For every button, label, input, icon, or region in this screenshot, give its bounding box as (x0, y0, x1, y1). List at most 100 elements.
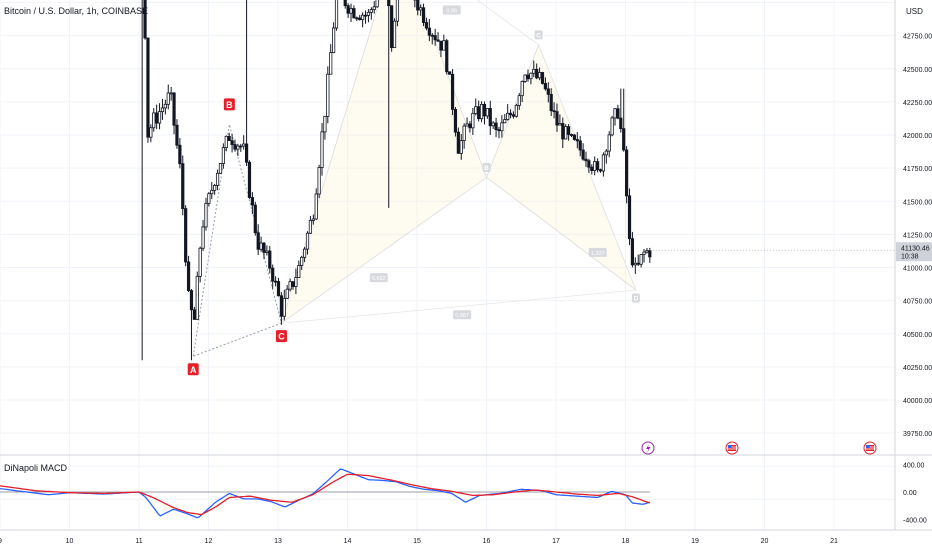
candle-body (543, 83, 547, 90)
candle-body (456, 131, 460, 154)
price-tick-label: 41750.00 (903, 166, 932, 173)
pattern-point-badge (482, 162, 491, 172)
candle-body (146, 37, 150, 138)
candle-body (462, 125, 466, 141)
candle-body (439, 40, 443, 51)
candle-body (221, 147, 225, 164)
candle-body (523, 74, 527, 82)
candle-body (485, 108, 489, 117)
candle-body (256, 232, 260, 250)
candle-body (242, 143, 246, 147)
candle-body (584, 158, 588, 162)
candle-body (224, 135, 228, 148)
candle-body (157, 111, 162, 124)
candle-body (352, 8, 356, 19)
price-tick-label: 39750.00 (903, 431, 932, 438)
candle-body (227, 135, 231, 142)
candle-body (561, 123, 565, 140)
pattern-point-label: B (226, 100, 233, 110)
price-tick-label: 42000.00 (903, 133, 932, 140)
candle-body (535, 68, 539, 79)
price-tick-label: 40250.00 (903, 365, 932, 372)
candle-body (213, 185, 217, 191)
candle-body (575, 139, 579, 142)
candle-body (500, 122, 504, 132)
flash-glyph (646, 444, 651, 453)
candle-body (613, 108, 617, 119)
candle-body (166, 92, 170, 105)
us-flag-icon (725, 441, 739, 455)
price-tick-label: 40000.00 (903, 398, 932, 405)
pattern-point-label: B (484, 165, 489, 172)
chart-title: Bitcoin / U.S. Dollar, 1h, COINBASE (4, 6, 148, 16)
candle-body (633, 262, 637, 266)
candle-body (564, 126, 568, 140)
ratio-label: 0.632 (372, 276, 386, 282)
candle-body (189, 290, 194, 311)
candle-body (230, 140, 234, 145)
candle-body (265, 250, 269, 253)
candle-body (636, 262, 640, 265)
candle-body (416, 0, 420, 11)
ratio-label: 0.887 (455, 313, 469, 319)
candle-body (375, 0, 379, 8)
candle-body (482, 103, 487, 117)
candle-body (160, 107, 165, 113)
candle-body (320, 131, 324, 168)
price-tick-label: 42750.00 (903, 34, 932, 41)
time-tick-label: 13 (274, 538, 282, 545)
candle-body (343, 0, 347, 7)
time-tick-label: 10 (66, 538, 74, 545)
candle-body (259, 242, 263, 250)
candle-body (288, 281, 292, 290)
candle-body (152, 112, 156, 129)
pattern-point-badge (534, 30, 543, 40)
pattern-outline (281, 0, 637, 324)
candle-body (578, 140, 582, 151)
candle-body (178, 144, 182, 165)
ratio-label: 0.86 (446, 8, 457, 14)
last-price-badge (896, 242, 932, 262)
candle-body (508, 112, 513, 116)
candle-body (358, 17, 362, 21)
time-tick-label: 12 (205, 538, 213, 545)
candle-body (247, 161, 252, 198)
candle-body (587, 160, 591, 168)
candle-body (236, 145, 240, 150)
pattern-point-badge (275, 330, 287, 343)
candle-body (210, 189, 214, 195)
candle-body (468, 123, 472, 129)
candle-body (369, 9, 373, 13)
candle-body (453, 108, 458, 133)
time-tick-label: 18 (622, 538, 630, 545)
flash-icon (641, 441, 655, 455)
candle-body (192, 309, 196, 320)
ratio-badge (588, 247, 607, 257)
candle-body (155, 112, 159, 124)
candle-body (427, 27, 431, 36)
flag-stripes (866, 445, 874, 451)
time-tick-label: 11 (135, 538, 142, 545)
candle-body (285, 288, 289, 299)
candle-body (329, 52, 333, 75)
pattern-point-badge (223, 98, 235, 111)
candle-body (503, 119, 507, 124)
price-tick-label: 42500.00 (903, 67, 932, 74)
candle-body (276, 281, 281, 297)
time-tick-label: 20 (761, 538, 769, 545)
candle-body (433, 35, 437, 41)
ratio-badge (369, 273, 388, 283)
pattern-point-badge (187, 363, 199, 376)
candle-body (201, 226, 205, 249)
candle-body (607, 134, 611, 152)
candle-body (511, 114, 516, 117)
candle-body (195, 275, 199, 320)
candle-body (532, 68, 536, 74)
candle-body (395, 0, 400, 22)
candle-body (291, 281, 295, 287)
candle-body (311, 218, 315, 221)
candle-body (233, 144, 237, 150)
candle-body (546, 88, 550, 95)
